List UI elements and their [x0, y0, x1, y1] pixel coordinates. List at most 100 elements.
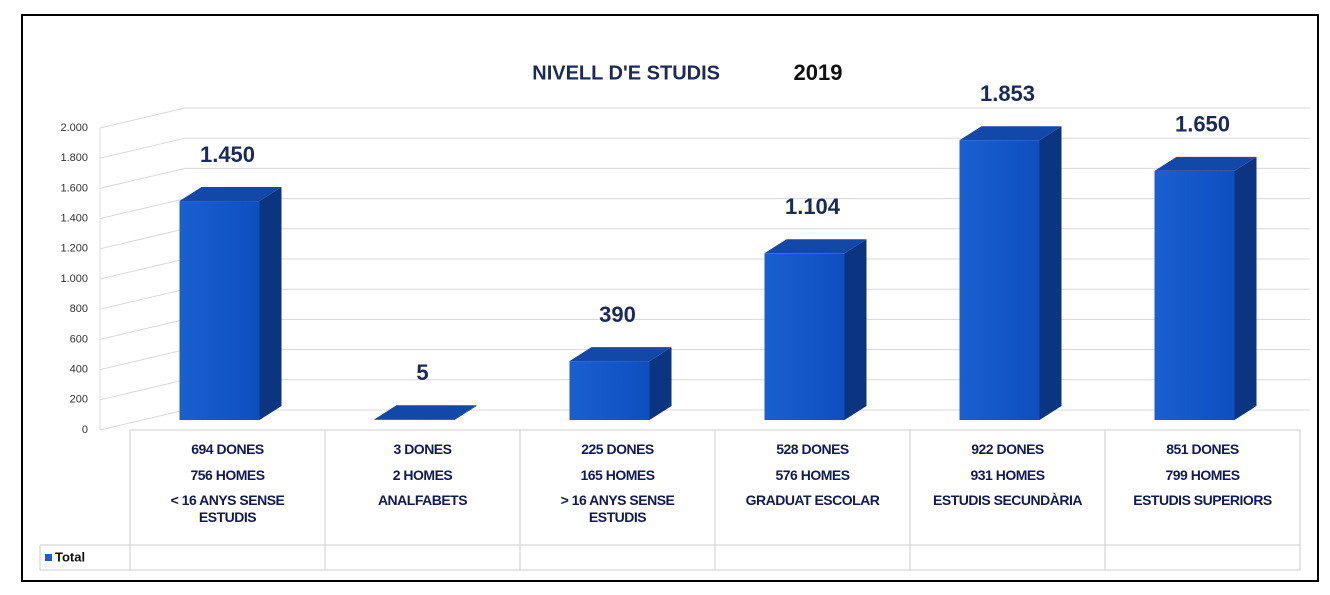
- breakdown-name: DONES: [996, 441, 1044, 457]
- bar-top: [179, 187, 282, 202]
- grid-line: [99, 167, 1310, 189]
- bar-front: [179, 201, 260, 420]
- grid-line: [99, 409, 1310, 431]
- bar-front: [1154, 170, 1235, 420]
- grid-line: [99, 137, 1310, 159]
- table-cell: 528 DONES 576 HOMES GRADUAT ESCOLAR: [715, 436, 910, 509]
- breakdown-name: DONES: [216, 441, 264, 457]
- bar: [1154, 156, 1257, 420]
- bar-top: [1154, 156, 1257, 171]
- value-label: 1.650: [1175, 112, 1230, 137]
- breakdown-value: 576: [775, 467, 798, 483]
- table-cell: 3 DONES 2 HOMES ANALFABETS: [325, 436, 520, 509]
- chart-title: NIVELL D'E STUDIS: [532, 62, 720, 84]
- breakdown-name: HOMES: [995, 467, 1045, 483]
- bar-front: [764, 253, 845, 420]
- breakdown-row: 851 DONES: [1105, 436, 1300, 462]
- bar: [764, 239, 867, 420]
- breakdown-value: 528: [776, 441, 799, 457]
- y-tick-label: 1.400: [60, 213, 88, 225]
- y-tick-label: 1.000: [60, 273, 88, 285]
- bar: [569, 347, 672, 420]
- breakdown-row: 931 HOMES: [910, 462, 1105, 488]
- breakdown-name: DONES: [801, 441, 849, 457]
- breakdown-value: 2: [392, 467, 401, 483]
- y-tick-label: 1.200: [60, 243, 88, 255]
- breakdown-value: 756: [190, 467, 213, 483]
- bar-side: [454, 405, 477, 420]
- table-cell: 851 DONES 799 HOMES ESTUDIS SUPERIORS: [1105, 436, 1300, 509]
- breakdown-value: 931: [970, 467, 993, 483]
- value-label: 1.104: [785, 194, 841, 219]
- y-tick-label: 600: [70, 333, 88, 345]
- bar: [374, 405, 477, 420]
- value-label: 390: [599, 302, 636, 327]
- breakdown-row: 922 DONES: [910, 436, 1105, 462]
- x-tick-label: GRADUAT ESCOLAR: [745, 492, 880, 508]
- bar-top: [764, 239, 867, 254]
- x-tick-label: < 16 ANYS SENSE ESTUDIS: [170, 492, 285, 525]
- breakdown-row: 165 HOMES: [520, 462, 715, 488]
- breakdown-value: 225: [581, 441, 604, 457]
- table-cell: 694 DONES 756 HOMES < 16 ANYS SENSE ESTUDI…: [130, 436, 325, 526]
- bar-top: [374, 405, 477, 420]
- y-tick-label: 1.600: [60, 182, 88, 194]
- breakdown-row: 2 HOMES: [325, 462, 520, 488]
- breakdown-value: 922: [971, 441, 994, 457]
- bar-side: [1039, 126, 1062, 421]
- breakdown-row: 528 DONES: [715, 436, 910, 462]
- value-label: 1.450: [200, 142, 255, 167]
- y-tick-label: 2.000: [60, 122, 88, 134]
- legend-label: Total: [55, 549, 85, 564]
- breakdown-name: DONES: [606, 441, 654, 457]
- breakdown-name: HOMES: [605, 467, 655, 483]
- breakdown-value: 694: [191, 441, 214, 457]
- breakdown-value: 799: [1165, 467, 1188, 483]
- breakdown-name: HOMES: [1190, 467, 1240, 483]
- x-tick-label: > 16 ANYS SENSE ESTUDIS: [560, 492, 675, 525]
- y-tick-label: 0: [82, 424, 88, 436]
- bar-top: [569, 347, 672, 362]
- breakdown-row: 799 HOMES: [1105, 462, 1300, 488]
- breakdown-row: 225 DONES: [520, 436, 715, 462]
- breakdown-name: HOMES: [800, 467, 850, 483]
- breakdown-value: 851: [1166, 441, 1189, 457]
- y-tick-label: 1.800: [60, 152, 88, 164]
- bar: [959, 126, 1062, 421]
- table-cell: 225 DONES 165 HOMES > 16 ANYS SENSE ESTUDI…: [520, 436, 715, 526]
- breakdown-name: HOMES: [215, 467, 265, 483]
- breakdown-name: DONES: [404, 441, 452, 457]
- value-label: 5: [416, 360, 428, 385]
- breakdown-name: DONES: [1191, 441, 1239, 457]
- bar-front: [959, 140, 1040, 420]
- bar-side: [649, 347, 672, 420]
- breakdown-row: 694 DONES: [130, 436, 325, 462]
- breakdown-row: 756 HOMES: [130, 462, 325, 488]
- bar-side: [259, 187, 282, 420]
- breakdown-row: 576 HOMES: [715, 462, 910, 488]
- table-cell: 922 DONES 931 HOMES ESTUDIS SECUNDÀRIA: [910, 436, 1105, 509]
- breakdown-name: HOMES: [403, 467, 453, 483]
- bar-side: [1234, 156, 1257, 420]
- bar-top: [959, 126, 1062, 141]
- bar-front: [569, 361, 650, 420]
- breakdown-value: 3: [393, 441, 402, 457]
- bar-front: [374, 419, 455, 420]
- y-tick-label: 400: [70, 364, 88, 376]
- x-tick-label: ESTUDIS SUPERIORS: [1133, 492, 1272, 508]
- breakdown-row: 3 DONES: [325, 436, 520, 462]
- x-tick-label: ANALFABETS: [377, 492, 468, 508]
- legend-swatch: [45, 554, 52, 561]
- breakdown-value: 165: [580, 467, 603, 483]
- y-tick-label: 800: [70, 303, 88, 315]
- grid-line: [99, 107, 1310, 129]
- bar-side: [844, 239, 867, 420]
- x-tick-label: ESTUDIS SECUNDÀRIA: [933, 492, 1082, 508]
- frame: [21, 14, 1319, 582]
- y-tick-label: 200: [70, 394, 88, 406]
- value-label: 1.853: [980, 81, 1035, 106]
- chart-subtitle: 2019: [794, 60, 843, 85]
- bar: [179, 187, 282, 420]
